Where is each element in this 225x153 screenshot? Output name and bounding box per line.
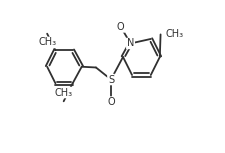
Text: O: O — [117, 22, 125, 32]
Text: S: S — [108, 75, 114, 84]
Text: CH₃: CH₃ — [38, 37, 56, 47]
Text: CH₃: CH₃ — [55, 88, 73, 97]
Text: N: N — [127, 38, 134, 49]
Text: O: O — [107, 97, 115, 107]
Text: CH₃: CH₃ — [166, 29, 184, 39]
